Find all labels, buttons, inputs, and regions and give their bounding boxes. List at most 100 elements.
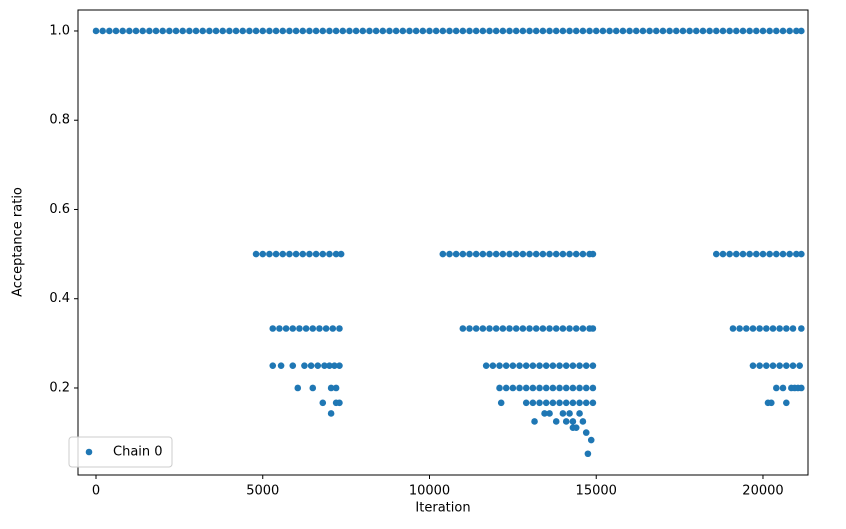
data-point — [506, 27, 513, 35]
data-point — [492, 27, 500, 35]
x-tick-label: 10000 — [409, 484, 450, 499]
data-point — [779, 27, 787, 35]
data-point — [479, 250, 487, 258]
data-point — [206, 27, 213, 35]
axes-frame — [77, 9, 809, 476]
data-point — [192, 27, 200, 35]
data-point — [793, 250, 800, 258]
data-point — [769, 325, 777, 332]
data-point — [269, 325, 277, 332]
data-point — [519, 27, 527, 35]
data-point — [519, 250, 527, 258]
data-point — [486, 250, 493, 258]
data-point — [576, 399, 583, 407]
data-point — [589, 384, 597, 392]
data-point — [632, 27, 640, 35]
plot-area — [92, 27, 805, 458]
y-tick-label: 0.4 — [49, 291, 70, 306]
data-point — [306, 27, 313, 35]
data-point — [226, 27, 233, 35]
data-point — [337, 250, 345, 258]
data-point — [559, 27, 567, 35]
data-point — [532, 325, 540, 332]
data-point — [239, 27, 247, 35]
data-point — [733, 27, 740, 35]
data-point — [252, 250, 260, 258]
data-point — [798, 325, 805, 332]
data-point — [299, 250, 307, 258]
data-point — [542, 384, 550, 392]
data-point — [552, 325, 560, 332]
data-point — [312, 250, 320, 258]
legend-label: Chain 0 — [113, 445, 163, 460]
data-point — [332, 250, 340, 258]
data-point — [352, 27, 360, 35]
data-point — [439, 250, 447, 258]
legend-box — [68, 436, 173, 468]
data-point — [292, 27, 300, 35]
data-point — [439, 27, 447, 35]
data-point — [276, 325, 283, 332]
data-point — [569, 384, 577, 392]
data-point — [299, 27, 307, 35]
data-point — [502, 384, 510, 392]
data-point — [719, 250, 727, 258]
data-point — [793, 27, 800, 35]
data-point — [587, 436, 595, 444]
data-point — [589, 250, 597, 258]
data-point — [327, 384, 335, 392]
data-point — [292, 250, 300, 258]
data-point — [582, 384, 590, 392]
data-point — [798, 27, 805, 35]
data-point — [516, 362, 523, 369]
data-point — [743, 325, 750, 332]
data-point — [497, 399, 505, 407]
data-point — [569, 399, 577, 407]
data-point — [282, 325, 290, 332]
data-point — [546, 410, 553, 417]
data-point — [486, 325, 493, 332]
data-point — [546, 250, 553, 258]
data-point — [392, 27, 400, 35]
data-point — [786, 250, 793, 258]
x-tick-label: 20000 — [742, 484, 783, 499]
data-point — [798, 384, 805, 392]
data-point — [546, 27, 553, 35]
data-point — [652, 27, 660, 35]
data-point — [99, 27, 106, 35]
data-point — [139, 27, 146, 35]
data-point — [452, 250, 460, 258]
data-point — [756, 325, 763, 332]
data-point — [566, 325, 573, 332]
data-point — [419, 27, 427, 35]
data-point — [539, 325, 547, 332]
data-point — [492, 325, 500, 332]
x-tick-label: 15000 — [576, 484, 617, 499]
data-point — [579, 418, 587, 425]
data-point — [322, 325, 330, 332]
data-point — [562, 384, 570, 392]
data-point — [572, 424, 580, 431]
y-tick-label: 0.8 — [49, 113, 70, 128]
data-point — [576, 362, 583, 369]
data-point — [562, 418, 570, 425]
data-point — [106, 27, 113, 35]
data-point — [307, 362, 315, 369]
data-point — [199, 27, 207, 35]
data-point — [509, 384, 517, 392]
data-point — [246, 27, 253, 35]
data-point — [541, 410, 548, 417]
data-point — [306, 250, 313, 258]
data-point — [319, 399, 327, 407]
data-point — [572, 325, 580, 332]
data-point — [773, 27, 780, 35]
data-point — [459, 325, 467, 332]
data-point — [569, 362, 577, 369]
data-point — [112, 27, 120, 35]
data-point — [579, 27, 587, 35]
data-point — [569, 418, 577, 425]
data-point — [763, 362, 770, 369]
data-point — [479, 325, 487, 332]
data-point — [219, 27, 227, 35]
